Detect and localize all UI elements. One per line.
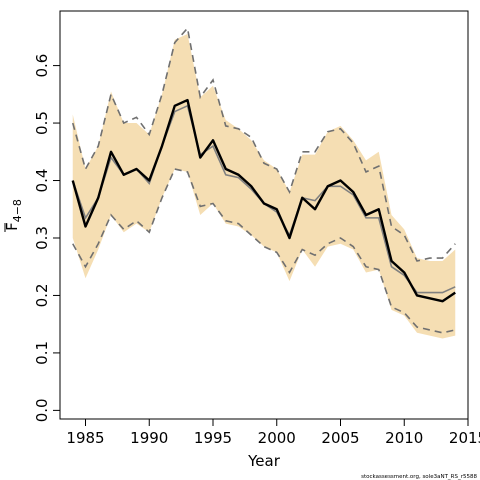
x-tick-label: 2015: [449, 429, 480, 447]
x-axis-title: Year: [247, 452, 281, 470]
y-tick-label: 0.2: [33, 284, 51, 308]
y-tick-label: 0.5: [33, 111, 51, 135]
series-line-layer: [71, 26, 456, 334]
y-tick-label: 0.0: [33, 398, 51, 422]
confidence-band: [72, 33, 456, 339]
y-tick-label: 0.1: [33, 341, 51, 365]
x-tick-label: 2005: [321, 429, 359, 447]
confidence-band-layer: [72, 33, 456, 339]
x-axis: 1985 1990 1995 2000 2005 2010 2015: [66, 418, 480, 447]
x-tick-label: 1995: [194, 429, 232, 447]
previous-upper-bound-line: [71, 26, 456, 262]
y-tick-label: 0.4: [33, 169, 51, 193]
footer-note: stockassessment.org, sole3aNT_RS_r5588: [361, 474, 477, 480]
y-axis-title-main: F: [3, 222, 21, 231]
y-axis-title: F4−8: [3, 199, 24, 232]
y-axis: 0.0 0.1 0.2 0.3 0.4 0.5 0.6: [33, 54, 61, 422]
y-tick-label: 0.6: [33, 54, 51, 78]
x-tick-label: 1990: [130, 429, 168, 447]
x-tick-label: 2000: [258, 429, 296, 447]
svg-text:F4−8: F4−8: [3, 199, 24, 231]
x-tick-label: 2010: [385, 429, 423, 447]
x-tick-label: 1985: [66, 429, 104, 447]
y-tick-label: 0.3: [33, 226, 51, 250]
y-axis-title-subscript: 4−8: [11, 199, 24, 222]
estimate-line: [71, 98, 456, 303]
